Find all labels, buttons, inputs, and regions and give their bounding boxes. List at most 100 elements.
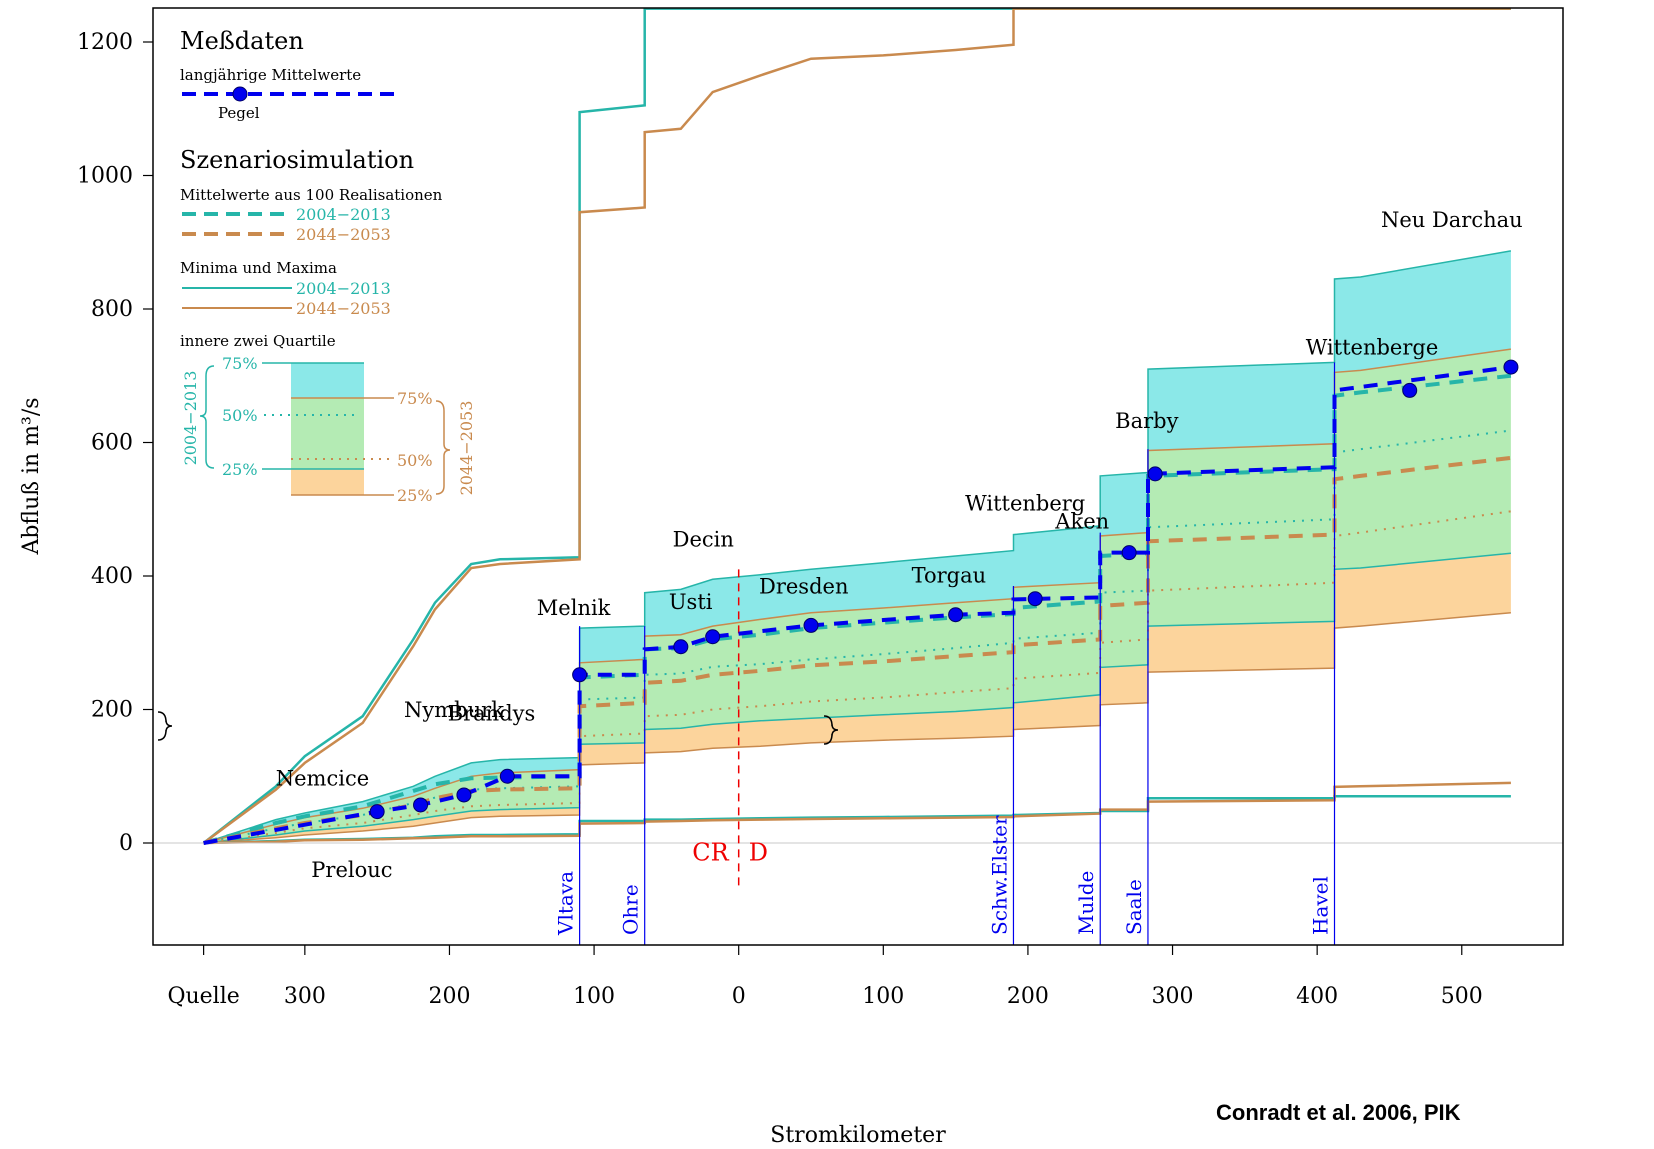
station-marker (1503, 359, 1519, 375)
legend-swatch-orange (291, 469, 364, 495)
legend-mean-label-a: 2004−2013 (296, 205, 391, 224)
station-marker (1027, 591, 1043, 607)
station-label: Neu Darchau (1381, 208, 1523, 232)
station-marker (1147, 466, 1163, 482)
legend-q75-teal-label: 75% (222, 354, 258, 373)
station-label: Torgau (912, 564, 987, 588)
x-tick-label: 500 (1441, 984, 1483, 1009)
y-axis-label-group: Abfluß in m³/s (19, 397, 44, 555)
y-tick-label: 1000 (77, 164, 133, 189)
legend-period-a-vertical-group: 2004−2013 (181, 371, 200, 466)
legend-mean-label-b: 2044−2053 (296, 225, 391, 244)
station-label: Aken (1054, 510, 1109, 534)
tributary-label-group: Vltava (554, 871, 578, 936)
tributary-label: Saale (1122, 879, 1146, 935)
line-teal-mean (203, 373, 1512, 845)
y-tick-label: 600 (91, 431, 133, 456)
legend-q25-brown-label: 25% (397, 486, 433, 505)
legend-minmax-label-b: 2044−2053 (296, 299, 391, 318)
station-label: Prelouc (311, 858, 392, 882)
border-label-right: D (749, 838, 768, 866)
legend-period-b-vertical: 2044−2053 (457, 401, 476, 496)
tributary-label-group: Havel (1309, 876, 1333, 935)
plot-area (153, 8, 1563, 945)
border-label-left: CR (692, 838, 729, 866)
y-axis-label: Abfluß in m³/s (19, 397, 44, 555)
y-tick-label: 400 (91, 564, 133, 589)
tributary-label-group: Mulde (1074, 871, 1098, 935)
brace-left (157, 711, 173, 741)
legend-q50-teal-label: 50% (222, 406, 258, 425)
legend-measured-subtitle: langjährige Mittelwerte (180, 66, 361, 84)
station-marker (705, 629, 721, 645)
band-upper-teal (203, 250, 1511, 843)
legend-mean-title: Mittelwerte aus 100 Realisationen (180, 186, 443, 204)
legend-q50-brown-label: 50% (397, 451, 433, 470)
station-marker (499, 768, 515, 784)
credit-text: Conradt et al. 2006, PIK (1216, 1100, 1461, 1125)
station-marker (803, 617, 819, 633)
legend-period-b-vertical-group: 2044−2053 (457, 401, 476, 496)
station-marker (673, 639, 689, 655)
legend-q75-brown-label: 75% (397, 389, 433, 408)
station-label: Usti (669, 590, 713, 614)
x-tick-label: 200 (1007, 984, 1049, 1009)
station-label: Wittenberg (965, 492, 1085, 516)
legend-swatch-teal (291, 363, 364, 398)
plot-frame (152, 7, 1564, 946)
y-tick-label: 0 (119, 831, 133, 856)
station-marker (456, 787, 472, 803)
x-tick-label: 200 (428, 984, 470, 1009)
legend-scenario-title: Szenariosimulation (180, 146, 414, 174)
station-marker (1121, 545, 1137, 561)
station-marker (413, 797, 429, 813)
legend-measured-title: Meßdaten (180, 27, 304, 55)
legend-minmax-title: Minima und Maxima (180, 259, 337, 277)
station-label: Barby (1115, 409, 1178, 433)
tributary-label-group: Saale (1122, 879, 1146, 935)
legend-pegel-label: Pegel (218, 104, 260, 122)
x-tick-label: Quelle (167, 984, 239, 1009)
y-tick-label: 1200 (77, 30, 133, 55)
station-label: Decin (673, 528, 734, 552)
x-tick-label: 0 (732, 984, 746, 1009)
station-marker (369, 804, 385, 820)
station-label: Wittenberge (1306, 335, 1439, 359)
legend-pegel-marker (232, 86, 248, 102)
station-label: Brandys (448, 701, 536, 725)
y-tick-label: 200 (91, 698, 133, 723)
x-tick-label: 100 (573, 984, 615, 1009)
station-label: Dresden (759, 574, 848, 598)
line-measured (203, 365, 1512, 845)
legend-period-a-vertical: 2004−2013 (181, 371, 200, 466)
station-marker (572, 667, 588, 683)
legend-swatch-green (291, 398, 364, 469)
station-label: Melnik (537, 596, 611, 620)
x-tick-label: 400 (1296, 984, 1338, 1009)
station-label: Nemcice (276, 767, 369, 791)
legend-quartile-title: innere zwei Quartile (180, 332, 336, 350)
brace-right (823, 715, 839, 745)
legend-minmax-label-a: 2004−2013 (296, 279, 391, 298)
x-tick-label: 300 (1152, 984, 1194, 1009)
tributary-label: Ohre (619, 884, 643, 935)
tributary-label: Vltava (554, 871, 578, 936)
tributary-label-group: Schw.Elster (987, 815, 1011, 935)
tributary-label: Havel (1309, 876, 1333, 935)
tributary-label: Mulde (1074, 871, 1098, 935)
tributary-label: Schw.Elster (987, 815, 1011, 935)
station-marker (948, 607, 964, 623)
legend-q25-teal-label: 25% (222, 460, 258, 479)
line-teal-median (203, 429, 1512, 844)
x-tick-label: 100 (862, 984, 904, 1009)
x-axis-label: Stromkilometer (770, 1123, 946, 1148)
station-marker (1402, 382, 1418, 398)
x-tick-label: 300 (284, 984, 326, 1009)
y-tick-label: 800 (91, 297, 133, 322)
legend-brace-teal (199, 365, 215, 469)
tributary-label-group: Ohre (619, 884, 643, 935)
station-label: Nymburk (404, 698, 504, 722)
legend-brace-brown (435, 400, 451, 495)
line-teal-q75 (203, 250, 1512, 844)
